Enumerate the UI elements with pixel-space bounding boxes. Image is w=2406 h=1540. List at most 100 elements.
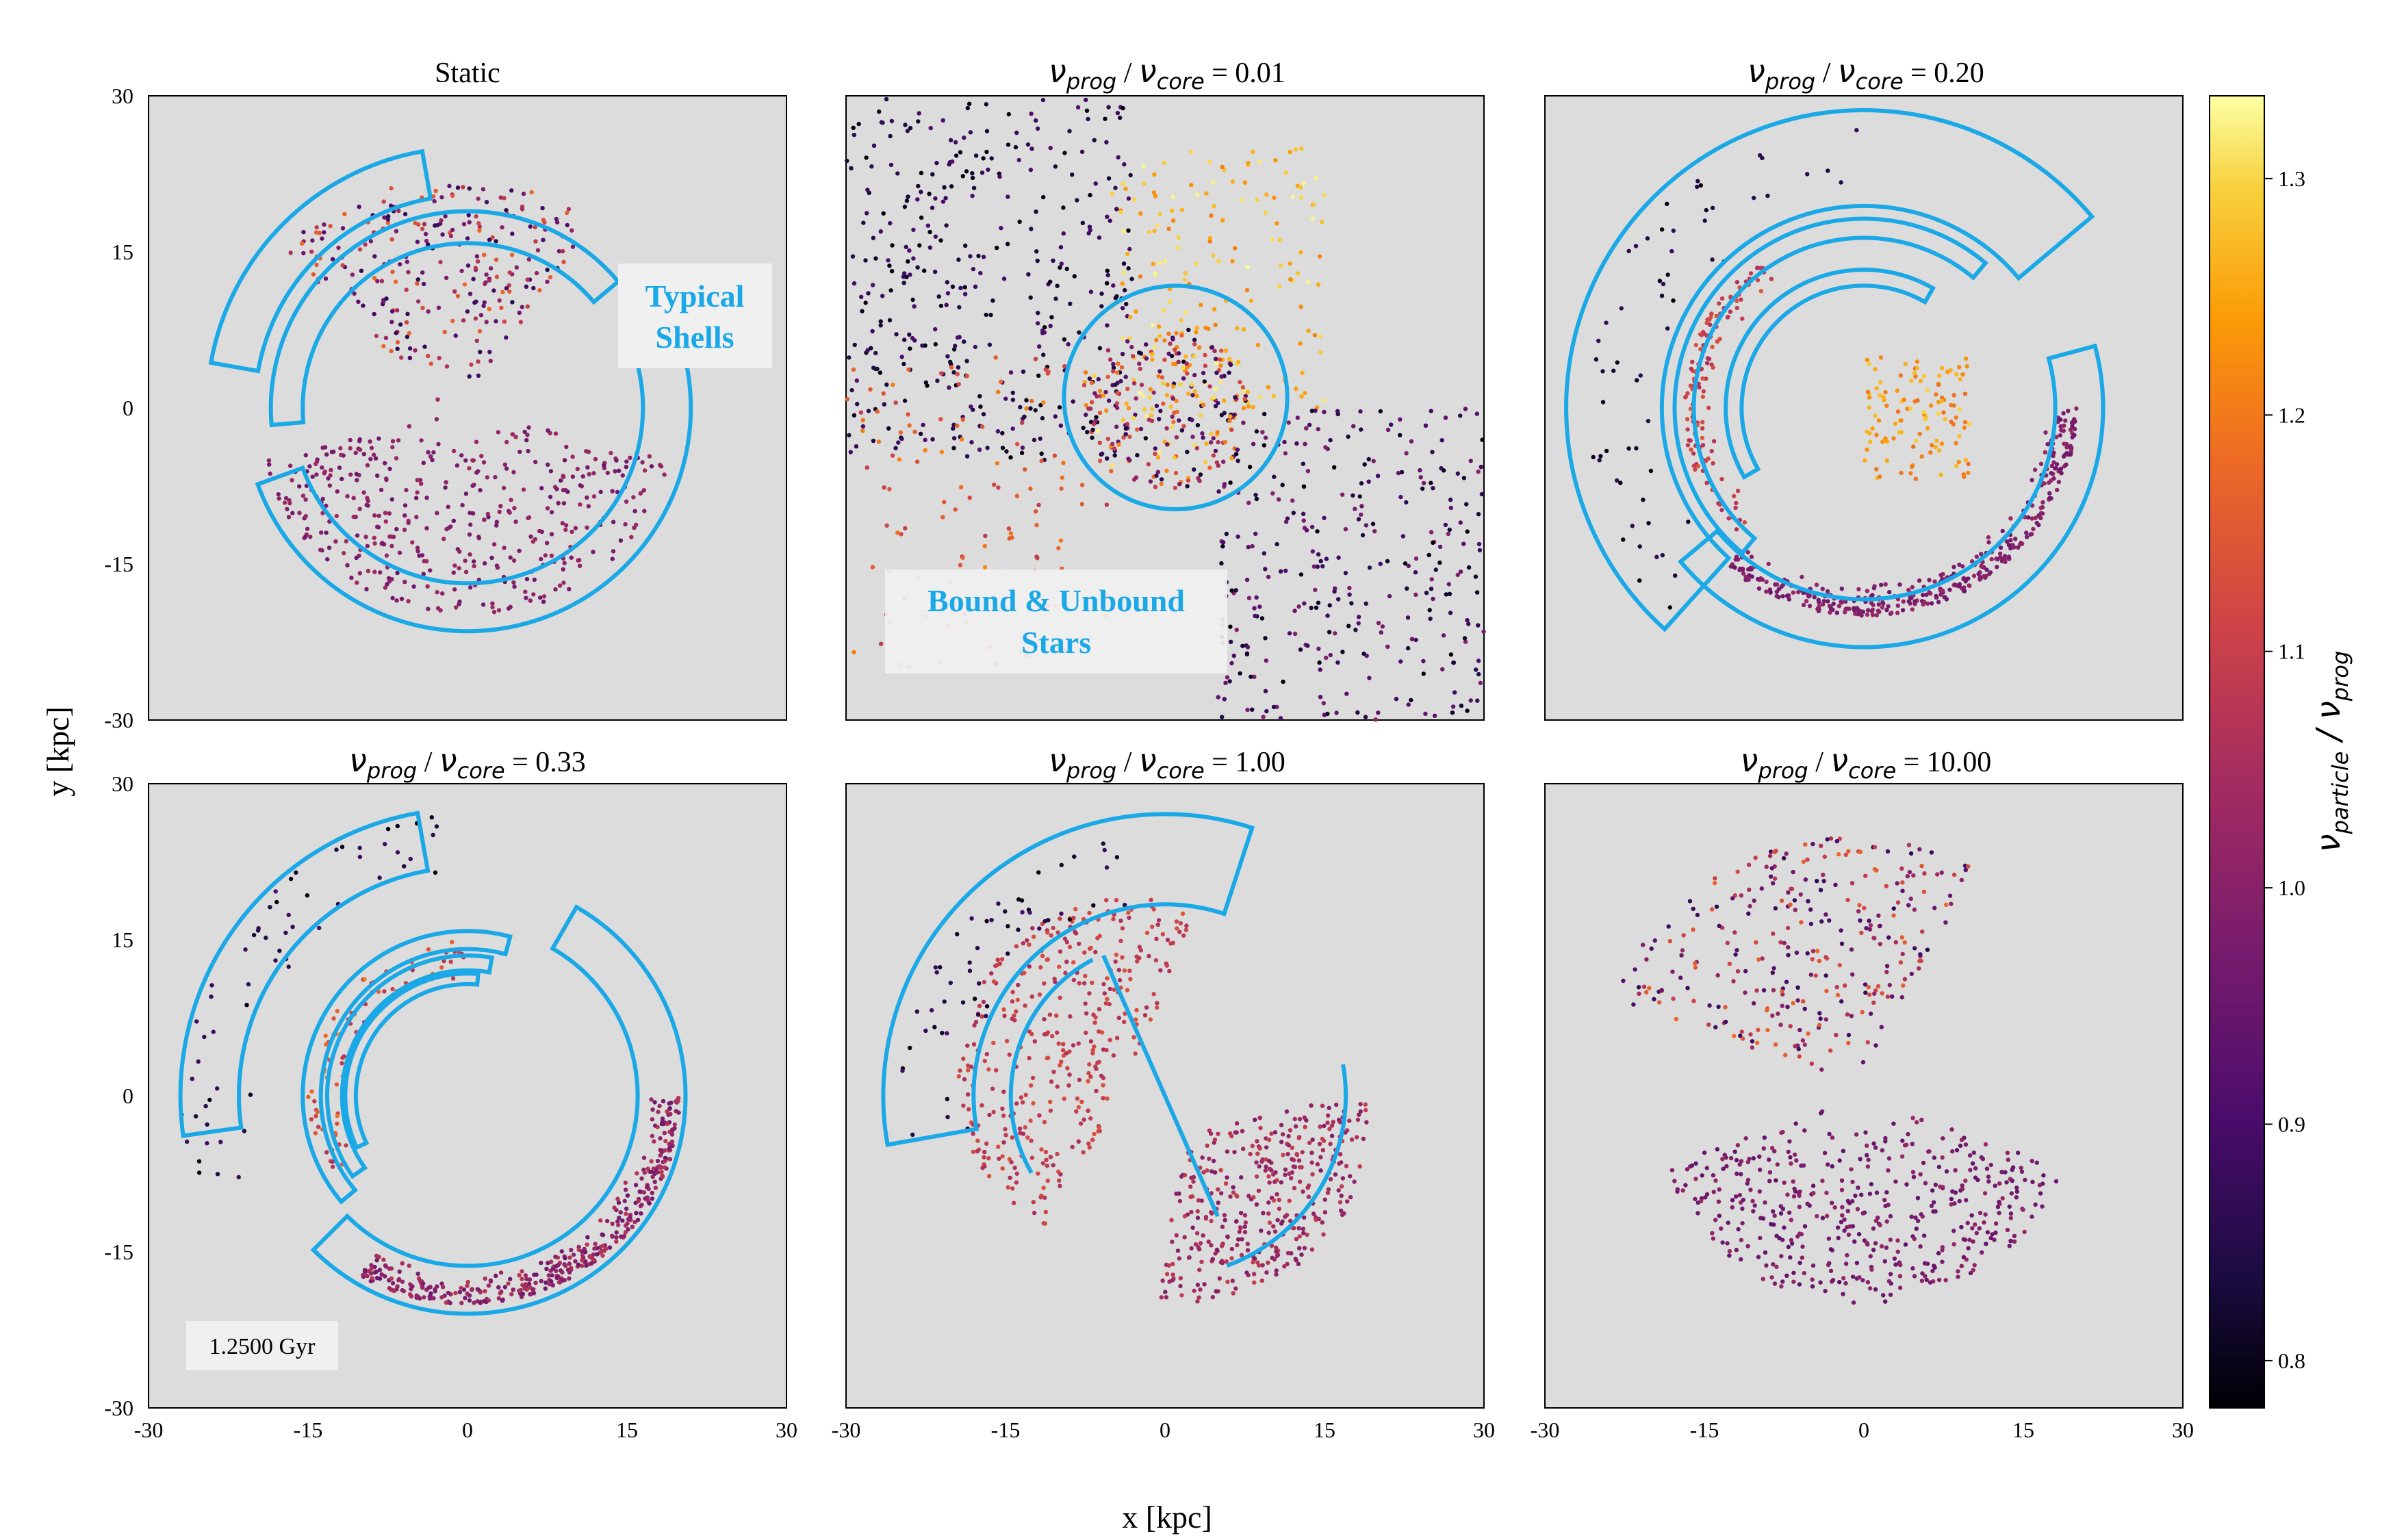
star-particle: [1251, 1272, 1257, 1276]
star-particle: [441, 959, 446, 964]
star-particle: [1138, 211, 1143, 216]
star-particle: [1839, 999, 1844, 1004]
star-particle: [585, 525, 589, 530]
star-particle: [1318, 350, 1323, 355]
star-particle: [549, 532, 554, 537]
star-particle: [1068, 301, 1073, 306]
star-particle: [1077, 1077, 1082, 1083]
star-particle: [996, 485, 1001, 490]
star-particle: [1250, 1143, 1255, 1148]
star-particle: [953, 344, 958, 348]
star-particle: [997, 174, 1002, 179]
star-particle: [665, 1109, 669, 1114]
star-particle: [626, 1217, 631, 1222]
star-particle: [1957, 365, 1962, 370]
star-particle: [218, 1140, 223, 1144]
star-particle: [580, 474, 585, 479]
star-particle: [649, 464, 654, 469]
star-particle: [945, 1031, 949, 1036]
star-particle: [1932, 1265, 1937, 1270]
star-particle: [522, 429, 527, 435]
star-particle: [1793, 1044, 1797, 1049]
star-particle: [1858, 918, 1863, 923]
star-particle: [1779, 1284, 1784, 1289]
star-particle: [399, 596, 405, 602]
star-particle: [1827, 1131, 1832, 1137]
star-particle: [1839, 587, 1844, 591]
star-particle: [1641, 984, 1647, 989]
star-particle: [1680, 1188, 1685, 1193]
star-particle: [1296, 1226, 1301, 1231]
star-particle: [1348, 1174, 1353, 1179]
star-particle: [626, 1227, 630, 1232]
star-particle: [1048, 1155, 1053, 1159]
star-particle: [389, 497, 394, 502]
star-particle: [890, 243, 895, 248]
star-particle: [1320, 1148, 1326, 1153]
star-particle: [1105, 976, 1110, 981]
star-particle: [474, 299, 478, 304]
star-particle: [390, 595, 395, 601]
star-particle: [1767, 1170, 1773, 1175]
star-particle: [1700, 420, 1705, 424]
star-particle: [1170, 396, 1176, 401]
star-particle: [1193, 1242, 1199, 1247]
star-particle: [1151, 907, 1156, 912]
star-particle: [448, 524, 453, 529]
star-particle: [1919, 1279, 1925, 1283]
star-particle: [629, 535, 634, 539]
star-particle: [544, 1266, 549, 1272]
star-particle: [1865, 389, 1871, 394]
star-particle: [376, 513, 381, 518]
star-particle: [1797, 1054, 1802, 1059]
star-particle: [383, 335, 389, 340]
star-particle: [1865, 357, 1869, 362]
star-particle: [1720, 1240, 1725, 1245]
star-particle: [507, 270, 512, 275]
star-particle: [1120, 926, 1125, 931]
star-particle: [1318, 667, 1322, 672]
shell-outlines: [1062, 283, 1290, 511]
panel-vprog-020: νprog / νcore = 0.20: [1544, 53, 2184, 721]
star-particle: [1760, 956, 1765, 961]
star-particle: [938, 417, 943, 422]
star-particle: [2019, 1169, 2025, 1175]
star-particle: [1466, 565, 1472, 570]
star-particle: [533, 1281, 538, 1285]
star-particle: [1309, 1151, 1314, 1155]
star-particle: [394, 308, 400, 313]
star-particle: [973, 284, 978, 289]
star-particle: [1735, 948, 1739, 953]
star-particle: [1321, 1232, 1326, 1237]
star-particle: [927, 245, 933, 250]
star-particle: [561, 567, 565, 572]
star-particle: [1897, 1285, 1903, 1290]
star-particle: [1181, 365, 1186, 370]
star-particle: [1429, 480, 1433, 485]
star-particle: [2051, 453, 2056, 459]
star-particle: [300, 493, 306, 498]
star-particle: [2064, 462, 2069, 467]
star-particle: [1196, 1245, 1201, 1250]
star-particle: [484, 272, 489, 277]
star-particle: [1750, 1045, 1754, 1050]
star-particle: [1029, 1138, 1034, 1143]
star-particle: [478, 313, 484, 318]
star-particle: [273, 958, 278, 963]
star-particle: [404, 487, 409, 493]
star-particle: [1594, 357, 1599, 362]
star-particle: [1162, 259, 1168, 264]
star-particle: [1439, 438, 1444, 443]
star-particle: [474, 439, 479, 444]
star-particle: [435, 397, 440, 402]
star-particle: [1837, 604, 1842, 608]
star-particle: [1659, 988, 1664, 992]
star-particle: [971, 407, 975, 412]
star-particle: [1110, 441, 1115, 446]
star-particle: [1842, 1228, 1847, 1233]
star-particle: [470, 1287, 474, 1292]
star-particle: [421, 281, 426, 287]
star-particle: [1794, 950, 1800, 955]
star-particle: [860, 418, 866, 423]
star-particle: [1746, 911, 1751, 916]
